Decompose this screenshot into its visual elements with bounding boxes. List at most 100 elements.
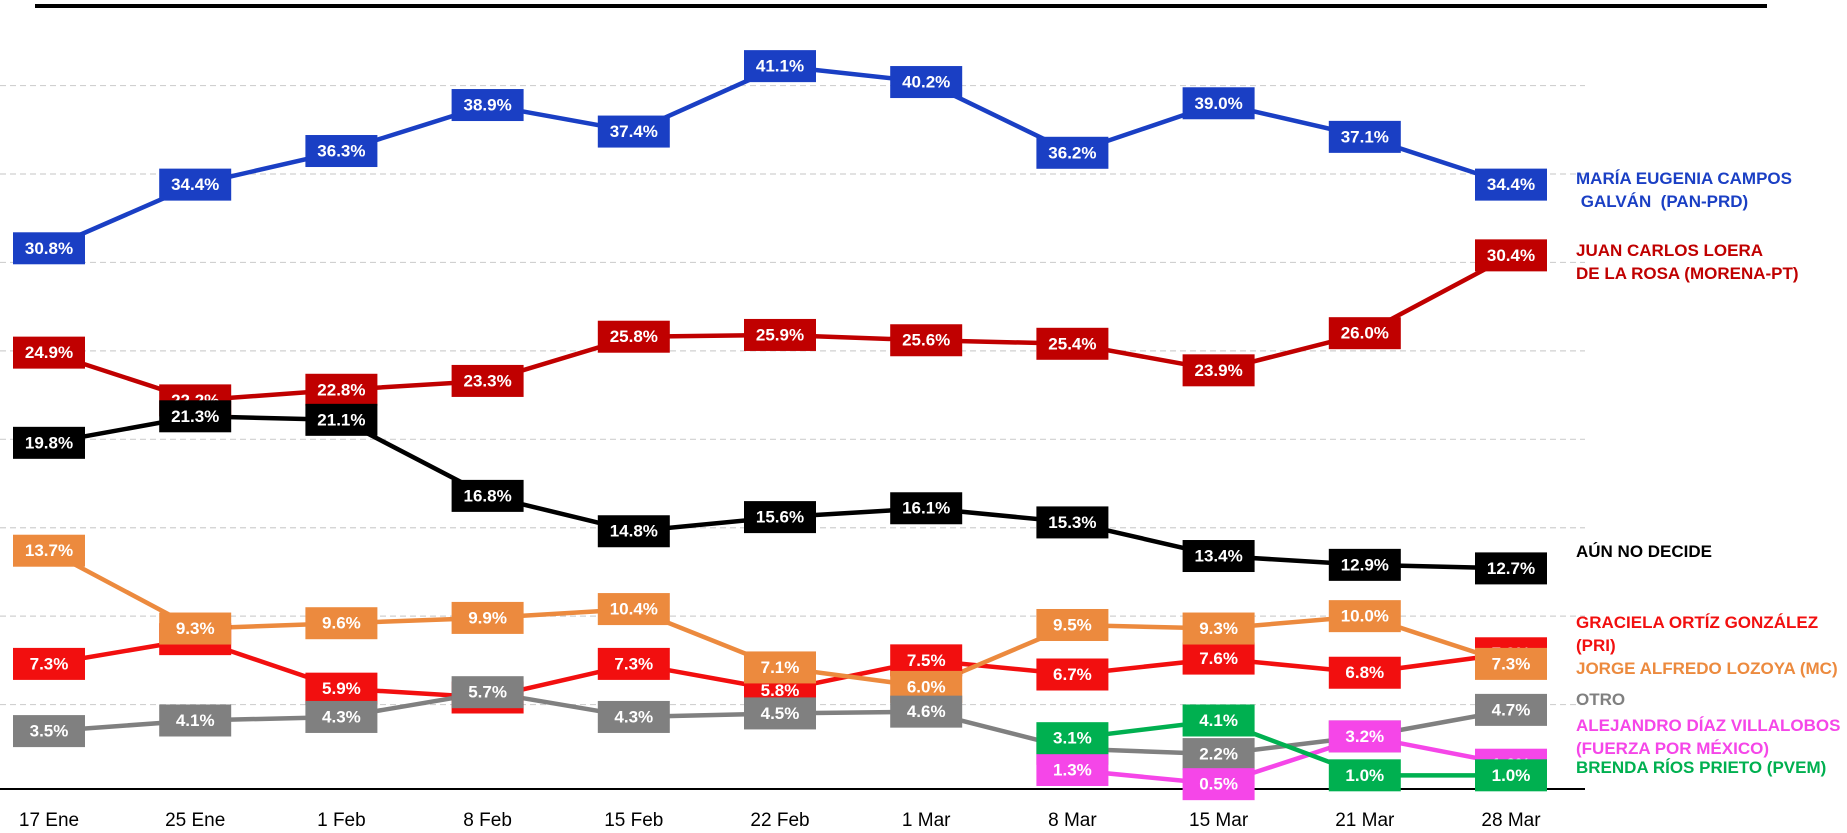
data-label: 30.8% xyxy=(13,232,85,265)
value-label: 24.9% xyxy=(25,343,73,362)
data-label: 14.8% xyxy=(597,515,670,548)
value-label: 10.4% xyxy=(610,600,658,619)
label-box xyxy=(597,515,670,548)
value-label: 12.7% xyxy=(1487,559,1535,578)
data-label: 9.9% xyxy=(451,601,524,634)
label-box xyxy=(1036,608,1109,641)
label-box xyxy=(1182,540,1255,573)
value-label: 40.2% xyxy=(902,73,950,92)
label-box xyxy=(13,232,85,265)
label-box xyxy=(13,426,85,459)
series-line xyxy=(1072,734,1512,787)
data-label: 25.6% xyxy=(890,324,963,357)
label-box xyxy=(1328,317,1401,350)
data-label: 39.0% xyxy=(1182,87,1255,120)
value-label: 15.3% xyxy=(1048,513,1096,532)
value-label: 19.8% xyxy=(25,433,73,452)
label-box xyxy=(1182,738,1255,771)
label-box xyxy=(744,501,816,534)
data-label: 4.6% xyxy=(890,695,963,728)
data-label: 41.1% xyxy=(744,50,816,83)
data-label: 38.9% xyxy=(451,89,524,122)
value-label: 7.1% xyxy=(761,658,800,677)
data-label: 25.9% xyxy=(744,318,816,351)
label-box xyxy=(597,593,670,626)
series-line xyxy=(1072,718,1511,778)
label-box xyxy=(744,697,816,730)
value-label: 9.3% xyxy=(176,619,215,638)
label-box xyxy=(451,601,524,634)
data-label: 16.8% xyxy=(451,479,524,512)
data-label: 13.4% xyxy=(1182,540,1255,573)
label-box xyxy=(13,534,85,567)
label-box xyxy=(305,607,378,640)
label-box xyxy=(159,704,232,737)
label-box xyxy=(1182,768,1255,801)
label-box xyxy=(159,612,232,645)
label-box xyxy=(159,168,232,201)
value-label: 6.7% xyxy=(1053,665,1092,684)
data-label: 22.8% xyxy=(305,373,378,406)
label-box xyxy=(1036,136,1109,169)
value-label: 13.4% xyxy=(1194,547,1242,566)
data-label: 16.1% xyxy=(890,492,963,525)
data-label: 2.2% xyxy=(1182,738,1255,771)
value-label: 4.6% xyxy=(907,702,946,721)
label-box xyxy=(305,672,378,705)
label-box xyxy=(1475,239,1547,272)
data-label: 19.8% xyxy=(13,426,85,459)
value-label: 21.3% xyxy=(171,407,219,426)
value-label: 15.6% xyxy=(756,508,804,527)
label-box xyxy=(1036,754,1109,787)
value-label: 41.1% xyxy=(756,57,804,76)
legend-entry: ALEJANDRO DÍAZ VILLALOBOS (FUERZA POR MÉ… xyxy=(1576,716,1841,758)
label-box xyxy=(1475,552,1547,585)
x-tick-label: 17 Ene xyxy=(19,810,79,831)
data-label: 4.1% xyxy=(159,704,232,737)
data-label: 4.7% xyxy=(1475,693,1547,726)
data-label: 5.9% xyxy=(305,672,378,705)
label-box xyxy=(1182,612,1255,645)
data-label: 7.3% xyxy=(13,647,85,680)
data-label: 12.7% xyxy=(1475,552,1547,585)
x-tick-label: 8 Feb xyxy=(463,810,512,831)
label-box xyxy=(1475,759,1547,792)
label-box xyxy=(744,318,816,351)
label-box xyxy=(1182,704,1255,737)
data-label: 36.2% xyxy=(1036,136,1109,169)
x-tick-label: 22 Feb xyxy=(750,810,809,831)
series-line xyxy=(48,63,1512,251)
value-label: 34.4% xyxy=(171,175,219,194)
label-box xyxy=(1036,506,1109,539)
value-label: 3.1% xyxy=(1053,729,1092,748)
data-label: 15.3% xyxy=(1036,506,1109,539)
value-label: 1.0% xyxy=(1492,766,1531,785)
x-tick-label: 28 Mar xyxy=(1481,810,1541,831)
data-label: 3.2% xyxy=(1328,720,1401,753)
data-label: 3.5% xyxy=(13,715,85,748)
label-box xyxy=(13,647,85,680)
label-box xyxy=(597,115,670,148)
data-label: 6.8% xyxy=(1328,656,1401,689)
data-label: 12.9% xyxy=(1328,548,1401,581)
value-label: 23.3% xyxy=(463,371,511,390)
label-box xyxy=(890,492,963,525)
data-label: 4.3% xyxy=(305,700,378,733)
value-label: 12.9% xyxy=(1341,555,1389,574)
label-box xyxy=(597,320,670,353)
label-box xyxy=(890,66,963,99)
data-label: 9.3% xyxy=(159,612,232,645)
label-box xyxy=(1328,720,1401,753)
data-label: 5.7% xyxy=(451,676,524,709)
value-label: 4.5% xyxy=(761,704,800,723)
value-label: 22.8% xyxy=(317,380,365,399)
value-label: 38.9% xyxy=(463,96,511,115)
value-label: 16.8% xyxy=(463,486,511,505)
legend-entry: JORGE ALFREDO LOZOYA (MC) xyxy=(1576,659,1838,678)
data-label: 34.4% xyxy=(1475,168,1547,201)
value-label: 2.2% xyxy=(1199,745,1238,764)
data-label: 1.3% xyxy=(1036,754,1109,787)
value-label: 9.5% xyxy=(1053,615,1092,634)
value-label: 34.4% xyxy=(1487,175,1535,194)
